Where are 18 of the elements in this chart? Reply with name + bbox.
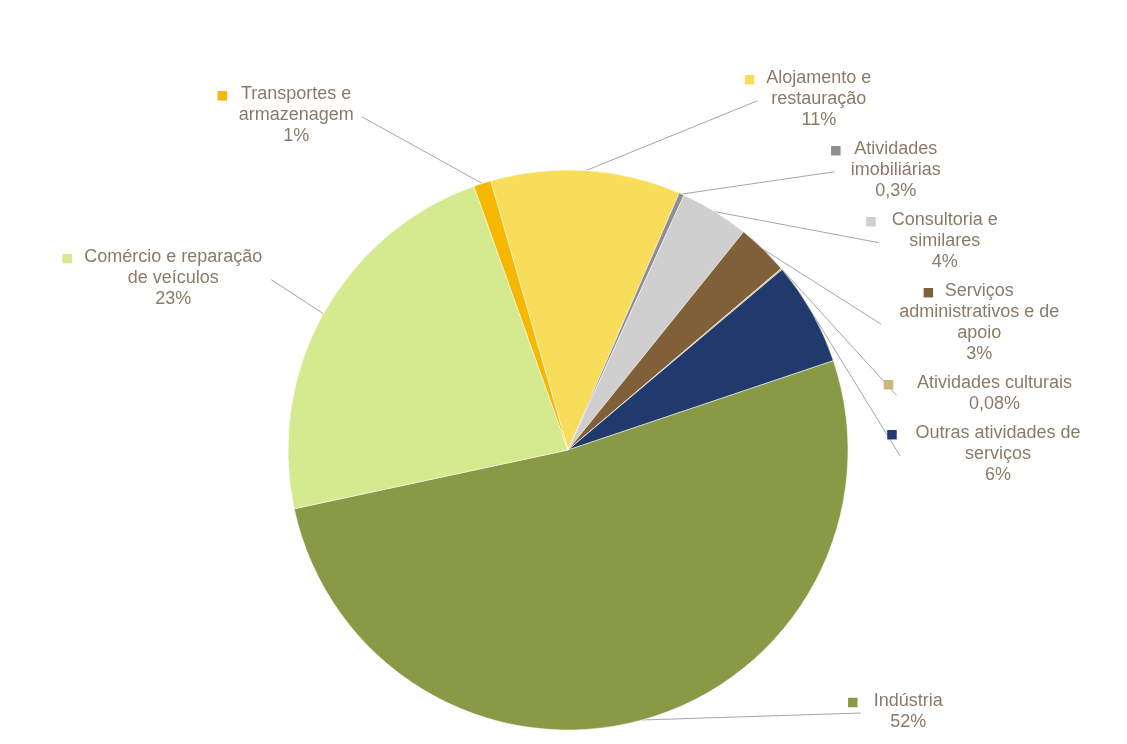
data-label: 3%: [966, 343, 993, 364]
data-label: 1%: [283, 125, 310, 146]
data-label: 23%: [155, 288, 192, 309]
legend-label: Comércio e reparação de veículos: [84, 246, 263, 288]
legend-label: Serviços administrativos e de apoio: [899, 280, 1060, 343]
legend-label: Indústria: [873, 690, 944, 710]
legend-label: Atividades culturais: [916, 372, 1073, 393]
legend-label: Outras atividades de serviços: [915, 422, 1081, 464]
data-label: 6%: [984, 464, 1011, 485]
data-label: 11%: [801, 109, 837, 130]
legend-label: Alojamento e restauração: [766, 67, 872, 109]
data-label: 4%: [931, 251, 958, 272]
legend-label: Transportes e armazenagem: [238, 83, 354, 125]
legend-label: Atividades imobiliárias: [850, 138, 941, 180]
data-label: 52%: [890, 711, 927, 731]
data-label: 0,08%: [968, 393, 1021, 414]
data-label: 0,3%: [875, 180, 917, 201]
legend-label: Consultoria e similares: [891, 209, 998, 251]
